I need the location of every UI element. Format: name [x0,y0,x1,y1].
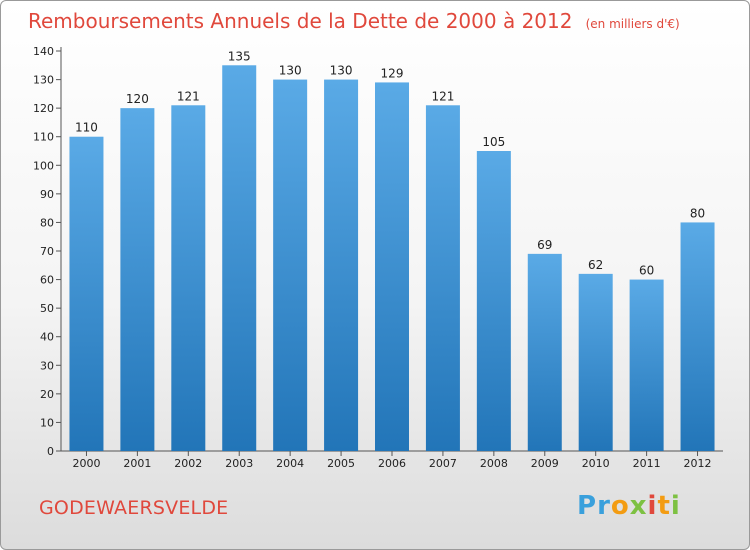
data-label: 110 [75,121,98,135]
y-tick-label: 50 [40,302,54,315]
bar [324,79,359,452]
labels: 110 120 121 135 130 130 129 121 105 69 62 60 80 [75,49,705,277]
x-tick-label: 2000 [72,457,100,470]
x-tick-label: 2004 [276,457,304,470]
data-label: 121 [431,89,454,103]
x-tick-label: 2008 [480,457,508,470]
x-tick-label: 2010 [582,457,610,470]
data-label: 60 [639,264,654,278]
brand-letter: t [657,491,671,521]
y-tick-label: 30 [40,359,54,372]
data-label: 130 [330,64,353,78]
y-tick-label: 70 [40,245,54,258]
y-tick-label: 10 [40,416,54,429]
bar [120,108,155,452]
x-tick-label: 2011 [633,457,661,470]
y-tick-label: 140 [33,45,54,58]
x-tick-label: 2001 [123,457,151,470]
x-tick-label: 2006 [378,457,406,470]
bar [629,279,664,451]
title-row: Remboursements Annuels de la Dette de 20… [28,9,680,33]
brand-letter: P [577,491,598,521]
y-tick-label: 20 [40,388,54,401]
y-tick-label: 80 [40,216,54,229]
bar [425,105,460,452]
data-label: 130 [279,64,302,78]
x-tick-label: 2007 [429,457,457,470]
bar [375,82,409,451]
brand-letter: i [670,491,681,521]
axes: 0 10 20 30 40 50 60 70 80 90 100 110 120 130 140 2000 20… [33,45,723,470]
chart-title: Remboursements Annuels de la Dette de 20… [28,9,573,33]
data-label: 121 [177,89,200,103]
y-tick-label: 0 [47,445,54,458]
data-label: 105 [482,135,505,149]
y-tick-label: 110 [33,131,54,144]
bar [578,273,613,451]
bar [222,65,257,452]
x-tick-label: 2009 [531,457,559,470]
bar [171,105,206,452]
x-tick-label: 2003 [225,457,253,470]
brand-logo: Proxiti [577,491,681,521]
bar [527,253,562,451]
bar [273,79,308,452]
x-tick-label: 2012 [684,457,712,470]
bar [680,222,715,451]
brand-letter: o [610,491,630,521]
y-tick-label: 120 [33,102,54,115]
bar [476,151,511,451]
x-tick-label: 2005 [327,457,355,470]
data-label: 135 [228,49,251,63]
brand-letter: x [629,491,648,521]
bar [69,136,104,451]
y-tick-label: 60 [40,274,54,287]
brand-letter: r [597,491,611,521]
y-tick-label: 100 [33,159,54,172]
data-label: 129 [381,66,404,80]
bars [69,65,715,452]
data-label: 120 [126,92,149,106]
brand-letter: i [647,491,658,521]
x-tick-label: 2002 [174,457,202,470]
chart-subtitle: (en milliers d'€) [585,17,680,31]
y-tick-label: 40 [40,331,54,344]
data-label: 69 [537,238,552,252]
data-label: 80 [690,206,705,220]
y-tick-label: 130 [33,74,54,87]
commune-name: GODEWAERSVELDE [39,497,229,519]
data-label: 62 [588,258,603,272]
y-tick-label: 90 [40,188,54,201]
